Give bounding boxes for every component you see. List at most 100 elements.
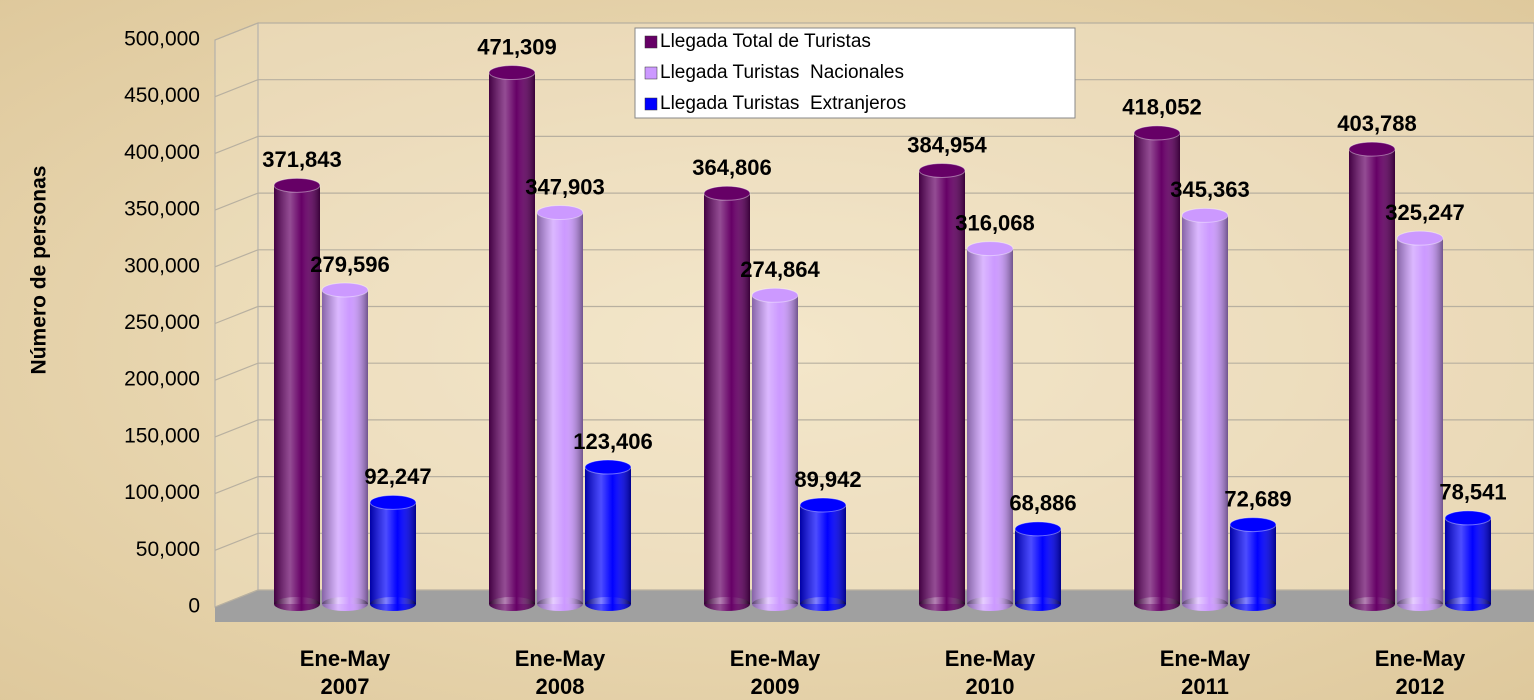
cylinder-shade [322, 289, 368, 604]
cylinder-shade [489, 72, 535, 605]
cylinder [488, 65, 536, 611]
value-label: 345,363 [1170, 177, 1250, 202]
grid-line [214, 249, 1534, 268]
value-label: 72,689 [1224, 486, 1291, 511]
cylinder-shade [752, 295, 798, 604]
value-label: 371,843 [262, 147, 342, 172]
x-tick-label: Ene-May 2007 [300, 646, 391, 699]
x-tick-line: 2011 [1181, 674, 1229, 699]
value-label: 316,068 [955, 210, 1035, 235]
cylinder-shade [370, 502, 416, 604]
cylinder-shade [1397, 238, 1443, 604]
cylinder-top [751, 287, 799, 303]
cylinder [1229, 517, 1277, 611]
cylinder-shade [1134, 132, 1180, 605]
x-tick-label: Ene-May 2009 [730, 646, 821, 699]
cylinder-top [1444, 510, 1492, 526]
cylinder [273, 177, 321, 611]
cylinder [1181, 207, 1229, 611]
cylinder [1444, 510, 1492, 611]
cylinder-top [1133, 125, 1181, 141]
grid-line [214, 476, 1534, 495]
cylinder-shade [537, 212, 583, 604]
value-label: 347,903 [525, 174, 605, 199]
grid-line [214, 532, 1534, 551]
grid-line [214, 192, 1534, 211]
cylinder [321, 282, 369, 611]
cylinder [1133, 125, 1181, 611]
cylinder [369, 494, 417, 611]
value-label: 68,886 [1009, 491, 1076, 516]
grid-line [214, 305, 1534, 325]
y-tick-label: 450,000 [124, 84, 200, 107]
cylinder-top [536, 204, 584, 220]
cylinder-top [1014, 521, 1062, 537]
value-label: 78,541 [1439, 480, 1506, 505]
x-tick-line: 2008 [536, 674, 585, 699]
legend-label: Llegada Turistas Nacionales [660, 62, 904, 83]
legend-swatch [644, 97, 658, 111]
grid-line [214, 22, 1534, 41]
cylinder-top [966, 241, 1014, 257]
cylinder-shade [967, 248, 1013, 604]
cylinder-top [369, 494, 417, 510]
cylinder-top [1181, 207, 1229, 223]
cylinder-shade [1015, 528, 1061, 604]
y-tick-label: 200,000 [124, 368, 200, 391]
value-label: 364,806 [692, 155, 772, 180]
y-tick-label: 350,000 [124, 198, 200, 221]
x-tick-line: Ene-May [300, 646, 391, 671]
cylinder [536, 204, 584, 611]
value-label: 274,864 [740, 257, 820, 282]
cylinder-shade [704, 193, 750, 604]
x-tick-line: 2009 [751, 674, 800, 699]
x-tick-label: Ene-May 2008 [515, 646, 606, 699]
cylinder-top [273, 177, 321, 193]
x-tick-line: 2007 [321, 674, 370, 699]
value-label: 471,309 [477, 34, 557, 59]
y-tick-label: 400,000 [124, 141, 200, 164]
y-tick-label: 250,000 [124, 311, 200, 334]
cylinder [1348, 141, 1396, 611]
legend-label: Llegada Turistas Extranjeros [660, 93, 906, 114]
cylinder [1014, 521, 1062, 611]
cylinder-top [918, 162, 966, 178]
cylinder [1396, 230, 1444, 611]
cylinder-shade [1182, 215, 1228, 605]
cylinder-top [584, 459, 632, 475]
cylinder-shade [1230, 524, 1276, 604]
cylinder-shade [1445, 517, 1491, 604]
value-label: 89,942 [794, 467, 861, 492]
cylinder [584, 459, 632, 611]
cylinder [751, 287, 799, 611]
grid-line [214, 135, 1534, 154]
cylinder-shade [1349, 149, 1395, 604]
value-label: 403,788 [1337, 111, 1417, 136]
x-tick-line: Ene-May [1375, 646, 1466, 671]
x-tick-line: 2010 [966, 674, 1015, 699]
legend-swatch [644, 35, 658, 49]
x-tick-line: Ene-May [515, 646, 606, 671]
cylinder-top [321, 282, 369, 298]
grid-line [214, 589, 1534, 608]
y-tick-label: 500,000 [124, 28, 200, 51]
y-tick-label: 150,000 [124, 424, 200, 447]
cylinder-top [1348, 141, 1396, 157]
x-tick-label: Ene-May 2011 [1160, 646, 1251, 699]
grid-line [214, 79, 1534, 98]
cylinder [966, 241, 1014, 611]
grid-line [214, 419, 1534, 438]
x-tick-line: Ene-May [1160, 646, 1251, 671]
y-tick-label: 0 [188, 595, 200, 618]
legend [634, 27, 1076, 119]
cylinder [799, 497, 847, 611]
x-tick-line: Ene-May [730, 646, 821, 671]
cylinder-shade [585, 467, 631, 604]
value-label: 92,247 [364, 464, 431, 489]
y-tick-label: 50,000 [136, 538, 200, 561]
x-tick-line: Ene-May [945, 646, 1036, 671]
legend-label: Llegada Total de Turistas [660, 31, 871, 52]
grid-line [214, 362, 1534, 381]
x-tick-label: Ene-May 2010 [945, 646, 1036, 699]
